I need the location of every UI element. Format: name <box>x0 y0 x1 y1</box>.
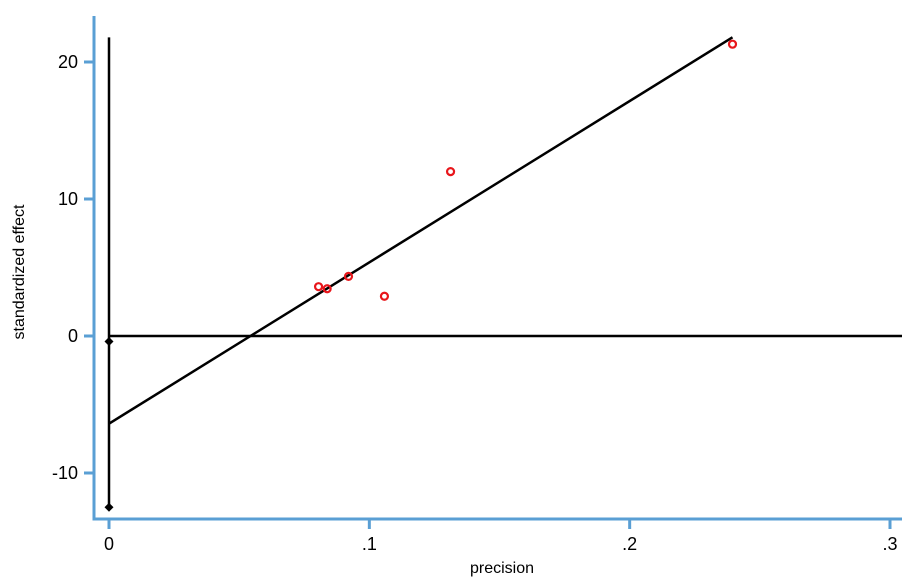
data-point <box>322 284 332 294</box>
data-point <box>343 271 354 282</box>
y-tick-label: -10 <box>52 463 78 483</box>
data-point <box>727 39 738 49</box>
ci-diamond-marker <box>104 336 114 346</box>
data-point <box>445 167 456 177</box>
x-tick-label: .1 <box>362 534 377 554</box>
x-axis-title: precision <box>470 560 534 577</box>
ci-diamond-marker <box>104 502 114 512</box>
regression-line <box>108 36 734 425</box>
axes <box>84 16 902 529</box>
data-point <box>313 282 324 292</box>
plot-lines <box>104 36 902 512</box>
x-tick-label: .2 <box>622 534 637 554</box>
x-tick-label: 0 <box>104 534 114 554</box>
y-tick-label: 0 <box>68 326 78 346</box>
data-point <box>379 291 390 301</box>
data-points <box>313 39 738 301</box>
x-tick-label: .3 <box>882 534 897 554</box>
tick-labels: -10 0 10 20 0 .1 .2 .3 <box>52 52 898 554</box>
y-tick-label: 20 <box>58 52 78 72</box>
y-tick-label: 10 <box>58 189 78 209</box>
y-axis-title: standardized effect <box>11 204 28 339</box>
